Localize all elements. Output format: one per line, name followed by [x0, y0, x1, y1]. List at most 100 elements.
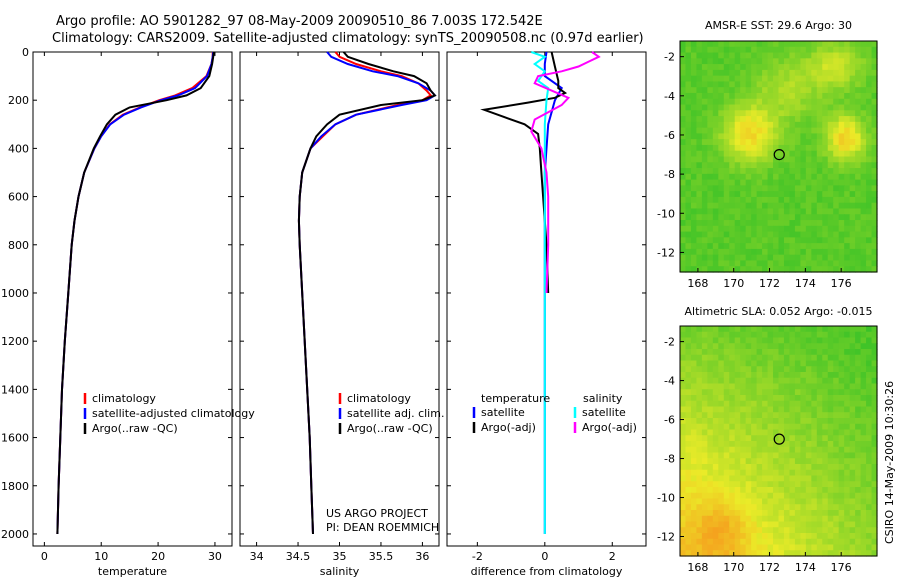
sla_map-cell: [718, 475, 725, 482]
sst_map-cell: [833, 208, 840, 215]
sst_map-cell: [729, 260, 736, 267]
sla_map-cell: [866, 395, 873, 402]
sla_map-cell: [816, 481, 823, 488]
sst_map-cell: [690, 69, 698, 77]
sst_map-cell: [827, 41, 834, 48]
sst_map-cell: [849, 202, 856, 210]
sst_map-cell: [762, 133, 769, 140]
sst_map-ytick-label: -2: [664, 51, 675, 64]
sla_map-cell: [773, 498, 780, 505]
sla_map-cell: [740, 487, 747, 494]
sst_map-cell: [860, 92, 867, 100]
sla_map-cell: [866, 458, 873, 465]
sst_map-cell: [860, 243, 867, 250]
sst_map-cell: [680, 185, 687, 192]
sla_map-cell: [838, 527, 845, 534]
sla_map-cell: [794, 533, 801, 540]
sla_map-cell: [745, 331, 752, 339]
sst_map-cell: [789, 237, 796, 244]
sla_map-cell: [773, 515, 780, 523]
sst_map-cell: [827, 260, 834, 267]
sla_map-cell: [816, 331, 823, 339]
sla_map-cell: [816, 372, 823, 379]
sst_map-cell: [794, 266, 801, 273]
sst_map-cell: [701, 225, 708, 233]
sst_map-cell: [778, 69, 785, 77]
sst_map-cell: [685, 214, 692, 221]
sla_map-cell: [805, 475, 812, 482]
sst_map-cell: [789, 208, 796, 215]
sst_map-cell: [696, 220, 703, 227]
sst_map-cell: [778, 92, 785, 100]
sla_map-cell: [827, 360, 834, 367]
sla_map-cell: [838, 343, 845, 350]
sla_map-cell: [805, 331, 812, 339]
sst_map-cell: [696, 225, 703, 233]
sst_map-cell: [860, 208, 867, 215]
sla_map-cell: [767, 343, 774, 350]
sst_map-cell: [696, 179, 703, 186]
sla_map-cell: [712, 544, 719, 551]
sst_map-cell: [696, 52, 703, 59]
sst_map-cell: [844, 237, 851, 244]
sla_map-cell: [707, 510, 714, 517]
sla_map-cell: [685, 538, 692, 546]
sst_map-cell: [762, 248, 769, 256]
sla_map-cell: [811, 429, 818, 436]
sst_map-cell: [789, 133, 796, 140]
sla_map-cell: [701, 354, 708, 362]
sst_map-cell: [740, 179, 747, 186]
sst_map-cell: [745, 156, 752, 163]
sla_map-cell: [844, 331, 851, 339]
sst_map-cell: [849, 214, 856, 221]
sla_map-cell: [696, 349, 703, 356]
sla_map-cell: [729, 533, 736, 540]
sst_map-cell: [789, 220, 796, 227]
sla_map-cell: [740, 458, 747, 465]
sst_map-cell: [860, 104, 867, 111]
sla_map-cell: [822, 343, 829, 350]
sst_map-cell: [844, 139, 851, 146]
sst_map-cell: [778, 64, 785, 71]
sla_map-cell: [871, 354, 878, 362]
sla_map-cell: [756, 326, 763, 333]
sst_map-cell: [811, 168, 818, 175]
sla_map-cell: [805, 458, 812, 465]
sst_map-cell: [794, 208, 801, 215]
sst_map-cell: [833, 139, 840, 146]
sst_map-cell: [849, 46, 856, 54]
sst_map-cell: [690, 133, 698, 140]
sst_map-cell: [773, 179, 780, 186]
sla_map-cell: [718, 331, 725, 339]
sst_map-cell: [773, 110, 780, 117]
sla_map-cell: [707, 544, 714, 551]
sla_map-cell: [701, 515, 708, 523]
sst_map-cell: [756, 225, 763, 233]
sst_map-cell: [773, 144, 780, 152]
sst_map-cell: [680, 202, 687, 210]
sst_map-cell: [811, 156, 818, 163]
sst_map-cell: [729, 75, 736, 83]
sla_map-cell: [860, 412, 867, 419]
sst_map-cell: [723, 75, 730, 83]
sla_map-cell: [827, 423, 834, 431]
sst_map-cell: [696, 81, 703, 88]
sla_map-cell: [800, 527, 807, 534]
sla_map-cell: [756, 435, 763, 442]
sla_map-cell: [866, 389, 873, 396]
sla_map-cell: [701, 475, 708, 482]
sla_map-cell: [762, 331, 769, 339]
sla_map-cell: [712, 360, 719, 367]
sla_map-cell: [789, 360, 796, 367]
sla_map-cell: [783, 412, 791, 419]
sla_map-cell: [707, 366, 714, 373]
sla_map-cell: [680, 492, 687, 500]
sst_map-cell: [773, 121, 780, 129]
sla_map-cell: [723, 487, 730, 494]
sst_map-cell: [712, 156, 719, 163]
sst_map-cell: [860, 150, 867, 158]
sla_map-cell: [680, 435, 687, 442]
sla_map-cell: [745, 527, 752, 534]
sst_map-cell: [696, 110, 703, 117]
sla_map-cell: [751, 435, 758, 442]
